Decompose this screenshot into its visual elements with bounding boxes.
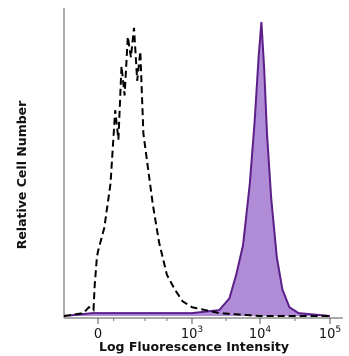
x-axis-title: Log Fluorescence Intensity [99,339,289,354]
x-tick-label: 103 [181,325,203,342]
x-tick-layer: 0 103 104 105 [94,318,341,342]
x-tick-label: 0 [94,327,102,342]
x-tick-label: 104 [249,325,272,342]
stained-histogram-area [64,22,330,316]
x-tick-label: 105 [319,325,341,342]
control-histogram-outline [63,27,330,317]
stained-histogram-outline [63,21,331,317]
series-layer [63,21,331,317]
y-axis-title: Relative Cell Number [14,100,29,249]
